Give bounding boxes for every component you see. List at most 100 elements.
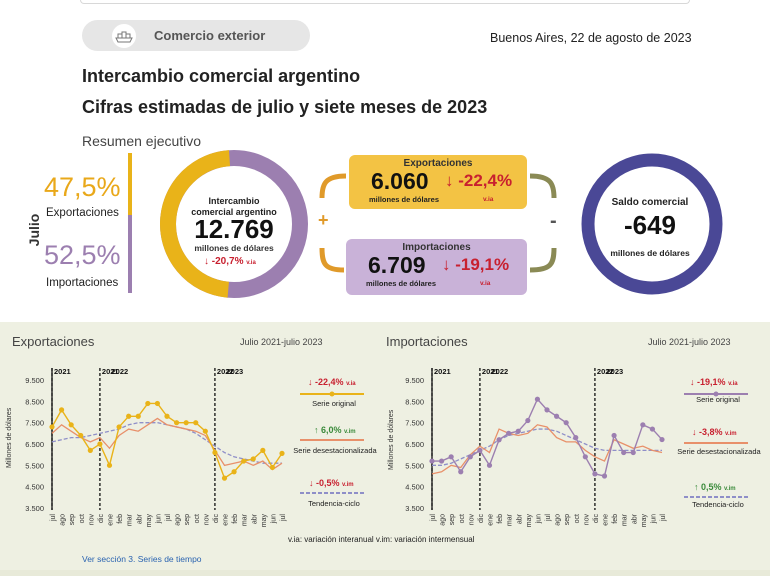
imports-legend-trend-suffix: v.im: [724, 486, 736, 492]
bracket-left-bottom: [319, 247, 345, 273]
imports-xtick-label: ene: [488, 514, 495, 526]
exports-xtick-label: ene: [223, 514, 230, 526]
exports-ytick-label: 9.500: [25, 376, 44, 385]
exports-original-point: [97, 441, 103, 447]
exports-legend-trend-suffix: v.im: [342, 482, 354, 488]
exports-xtick-label: nov: [203, 514, 210, 526]
minus-sign: -: [550, 210, 557, 232]
exports-original-point: [212, 449, 218, 456]
exports-ytick-label: 4.500: [25, 483, 44, 492]
exports-original-point: [202, 428, 208, 434]
imports-original-point: [525, 417, 531, 424]
exports-original-point: [231, 469, 237, 475]
interchange-donut: [160, 150, 308, 298]
imports-legend-seasonal-suffix: v.im: [725, 431, 737, 437]
exports-xtick-label: sep: [184, 514, 191, 525]
exports-xtick-label: mar: [127, 513, 134, 526]
time-series-link[interactable]: Ver sección 3. Series de tiempo: [82, 554, 202, 564]
exports-card-unit: millones de dólares: [369, 195, 440, 204]
report-date: Buenos Aires, 22 de agosto de 2023: [490, 31, 692, 45]
bracket-right-top: [529, 173, 557, 199]
exports-chart-title: Exportaciones: [12, 334, 95, 349]
imports-original-point: [582, 454, 588, 460]
exports-card-value: 6.060: [371, 168, 429, 194]
imports-original-point: [477, 447, 483, 453]
exports-ytick-label: 8.500: [25, 397, 44, 406]
exports-original-point: [68, 422, 74, 428]
section-pill: Comercio exterior: [82, 20, 310, 51]
exports-year-label: 2021: [54, 367, 71, 376]
imports-xtick-label: sep: [564, 514, 571, 525]
exports-original-point: [154, 400, 161, 407]
exports-xtick-label: may: [261, 514, 268, 528]
exports-legend-original-label: Serie original: [312, 399, 356, 408]
interchange-variation: ↓ -20,7% v.ia: [204, 256, 256, 267]
imports-original-point: [506, 430, 512, 436]
imports-original-point: [592, 471, 598, 477]
exports-xtick-label: jul: [50, 514, 57, 522]
imports-xtick-label: jun: [650, 514, 657, 524]
exports-legend-original-value: -22,4%: [315, 377, 344, 387]
up-arrow-icon: ↑: [694, 482, 699, 492]
exports-ytick-label: 5.500: [25, 461, 44, 470]
interchange-title: Intercambio comercial argentino: [191, 196, 277, 217]
exports-legend-seasonal-variation: ↑ 6,0% v.im: [314, 425, 356, 435]
exports-original-point: [164, 413, 170, 419]
imports-card-variation: ↓ -19,1%: [442, 255, 509, 275]
exports-xtick-label: jun: [270, 514, 277, 524]
exports-year-label: 2023: [227, 367, 244, 376]
imports-original-point: [611, 432, 617, 439]
imports-xtick-label: jun: [535, 514, 542, 524]
exports-original-point: [78, 432, 84, 439]
exports-original-point: [193, 420, 199, 426]
down-arrow-icon: ↓: [692, 427, 697, 437]
imports-xtick-label: ago: [440, 514, 447, 526]
exports-card-variation: ↓ -22,4%: [445, 171, 512, 191]
imports-ytick-label: 8.500: [405, 397, 424, 406]
imports-original-point: [496, 437, 502, 443]
report-title: Intercambio comercial argentino: [82, 66, 361, 86]
interchange-variation-suffix: v.ia: [246, 260, 256, 266]
imports-card-variation-suffix: v.ia: [480, 280, 491, 287]
imports-card-unit: millones de dólares: [366, 279, 437, 288]
exports-xtick-label: jun: [155, 514, 162, 524]
imports-year-label: 2022: [597, 367, 614, 376]
imports-original-point: [563, 420, 569, 426]
exports-original-point: [116, 424, 122, 430]
exports-ytick-label: 6.500: [25, 440, 44, 449]
imports-xtick-label: jul: [430, 514, 437, 522]
exports-legend-seasonal-value: 6,0%: [321, 425, 342, 435]
exports-original-point: [135, 413, 141, 419]
imports-original-point: [573, 435, 579, 441]
imports-legend-original-suffix: v.ia: [728, 381, 738, 387]
imports-legend-original-value: -19,1%: [697, 377, 726, 387]
summary-label: Resumen ejecutivo: [82, 133, 202, 149]
imports-card-value: 6.709: [368, 252, 426, 278]
down-arrow-icon: ↓: [309, 478, 314, 488]
report-subtitle: Cifras estimadas de julio y siete meses …: [82, 97, 488, 117]
imports-year-label: 2022: [492, 367, 509, 376]
exports-xtick-label: dic: [213, 514, 220, 523]
exports-original-point: [250, 456, 256, 462]
exports-legend-trend-swatch: [300, 492, 364, 494]
imports-chart-period: Julio 2021-julio 2023: [648, 337, 731, 347]
imports-share-bar: [128, 215, 132, 293]
exports-original-point: [49, 424, 55, 430]
imports-legend-seasonal-value: -3,8%: [699, 427, 723, 437]
imports-original-point: [438, 458, 445, 464]
exports-xtick-label: abr: [251, 513, 258, 524]
exports-year-label: 2022: [217, 367, 234, 376]
exports-xtick-label: ene: [108, 514, 115, 526]
exports-xtick-label: abr: [136, 513, 143, 524]
imports-xtick-label: nov: [583, 514, 590, 526]
imports-card-variation-value: -19,1%: [455, 255, 510, 274]
exports-xtick-label: ago: [60, 514, 67, 526]
exports-xtick-label: oct: [194, 514, 201, 523]
imports-xtick-label: nov: [468, 514, 475, 526]
imports-legend-trend-variation: ↑ 0,5% v.im: [694, 482, 736, 492]
exports-legend-seasonal-suffix: v.im: [344, 429, 356, 435]
exports-original-point: [279, 450, 285, 456]
imports-xtick-label: ene: [603, 514, 610, 526]
